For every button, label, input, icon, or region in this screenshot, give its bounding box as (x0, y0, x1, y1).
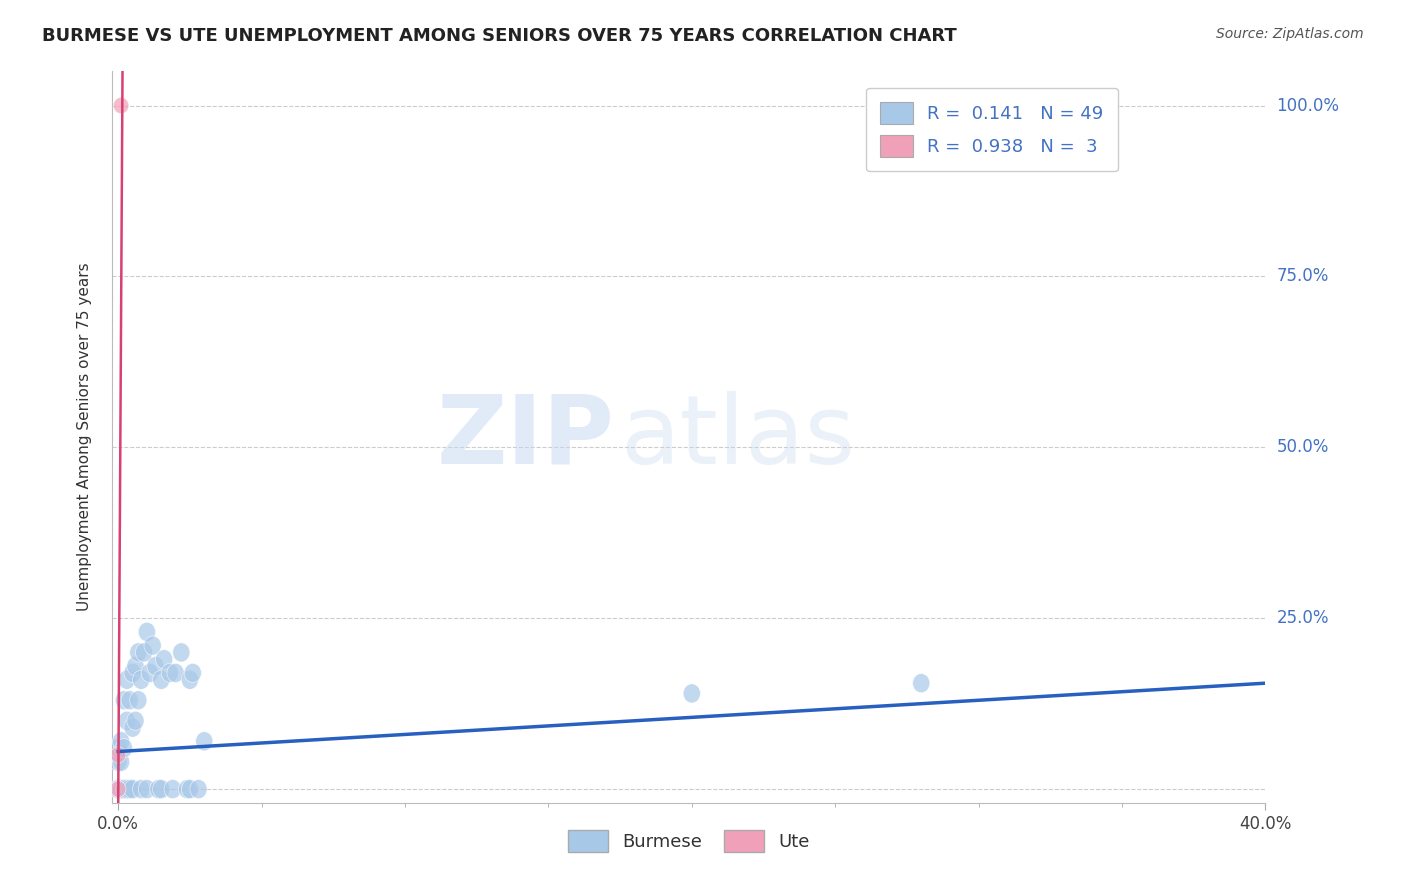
Ellipse shape (115, 739, 132, 757)
Ellipse shape (118, 670, 135, 690)
Ellipse shape (141, 664, 159, 682)
Ellipse shape (110, 780, 127, 798)
Ellipse shape (114, 97, 129, 113)
Ellipse shape (118, 711, 135, 731)
Ellipse shape (167, 664, 184, 682)
Ellipse shape (195, 731, 212, 751)
Ellipse shape (143, 636, 162, 655)
Text: ZIP: ZIP (436, 391, 614, 483)
Ellipse shape (121, 690, 138, 710)
Text: Source: ZipAtlas.com: Source: ZipAtlas.com (1216, 27, 1364, 41)
Ellipse shape (110, 752, 127, 772)
Ellipse shape (150, 780, 167, 798)
Ellipse shape (111, 747, 127, 763)
Ellipse shape (165, 780, 181, 798)
Ellipse shape (129, 690, 146, 710)
Ellipse shape (156, 649, 173, 669)
Ellipse shape (132, 670, 150, 690)
Ellipse shape (138, 780, 156, 798)
Ellipse shape (111, 781, 127, 797)
Ellipse shape (110, 780, 127, 798)
Ellipse shape (173, 643, 190, 662)
Ellipse shape (135, 643, 153, 662)
Text: atlas: atlas (620, 391, 855, 483)
Ellipse shape (112, 752, 129, 772)
Ellipse shape (153, 670, 170, 690)
Text: 50.0%: 50.0% (1277, 438, 1329, 457)
Ellipse shape (121, 780, 138, 798)
Ellipse shape (112, 731, 129, 751)
Ellipse shape (124, 718, 141, 737)
Ellipse shape (115, 780, 132, 798)
Ellipse shape (118, 780, 135, 798)
Ellipse shape (190, 780, 207, 798)
Y-axis label: Unemployment Among Seniors over 75 years: Unemployment Among Seniors over 75 years (77, 263, 91, 611)
Legend: Burmese, Ute: Burmese, Ute (561, 823, 817, 860)
Text: 25.0%: 25.0% (1277, 609, 1329, 627)
Ellipse shape (138, 623, 156, 641)
Ellipse shape (181, 780, 198, 798)
Ellipse shape (184, 664, 201, 682)
Ellipse shape (112, 780, 129, 798)
Text: 75.0%: 75.0% (1277, 268, 1329, 285)
Ellipse shape (153, 780, 170, 798)
Ellipse shape (124, 780, 141, 798)
Ellipse shape (912, 673, 929, 693)
Ellipse shape (127, 711, 143, 731)
Ellipse shape (179, 780, 195, 798)
Ellipse shape (181, 670, 198, 690)
Ellipse shape (162, 664, 179, 682)
Text: BURMESE VS UTE UNEMPLOYMENT AMONG SENIORS OVER 75 YEARS CORRELATION CHART: BURMESE VS UTE UNEMPLOYMENT AMONG SENIOR… (42, 27, 957, 45)
Ellipse shape (110, 780, 127, 798)
Ellipse shape (127, 657, 143, 675)
Ellipse shape (115, 780, 132, 798)
Ellipse shape (129, 643, 146, 662)
Ellipse shape (132, 780, 150, 798)
Ellipse shape (146, 657, 165, 675)
Ellipse shape (112, 780, 129, 798)
Ellipse shape (124, 664, 141, 682)
Ellipse shape (683, 684, 700, 703)
Ellipse shape (110, 739, 127, 757)
Text: 100.0%: 100.0% (1277, 96, 1340, 114)
Ellipse shape (115, 690, 132, 710)
